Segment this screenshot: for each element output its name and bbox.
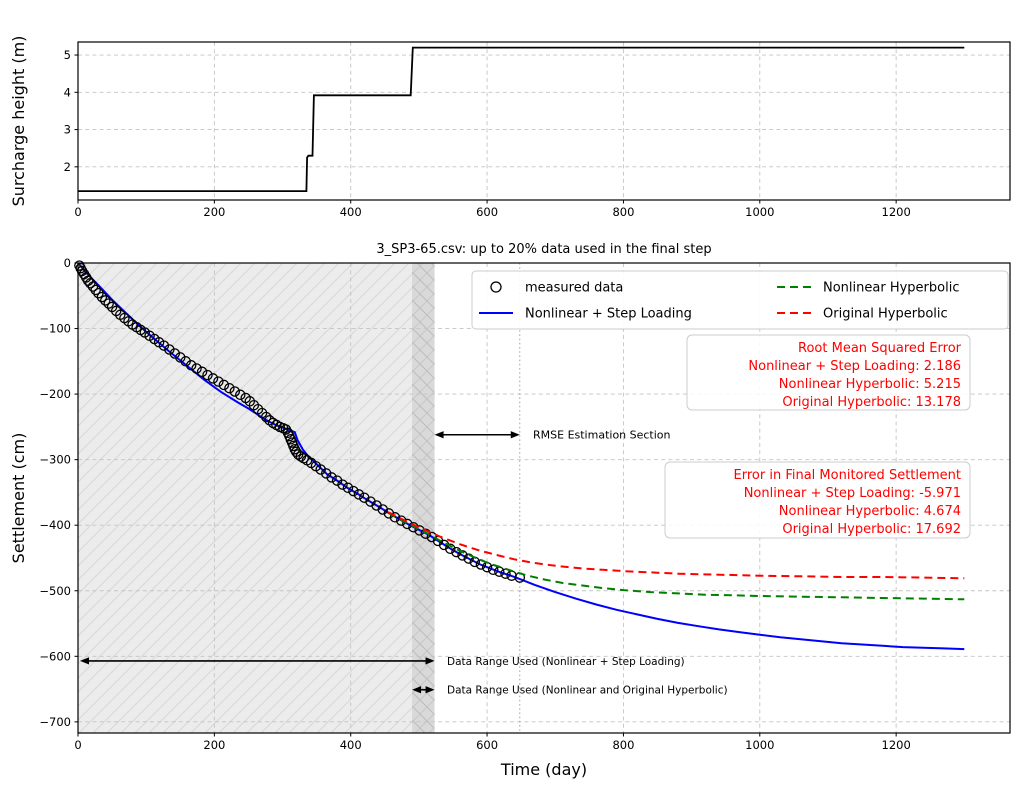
- data-range-step-loading-region: [78, 263, 435, 733]
- x-tick-label: 400: [340, 738, 362, 752]
- x-tick-label: 0: [74, 738, 81, 752]
- legend-label: measured data: [525, 281, 623, 296]
- legend-marker-circle: [490, 281, 502, 293]
- y-tick-label: 0: [64, 256, 71, 270]
- final-error-box: Error in Final Monitored Settlement Nonli…: [664, 461, 971, 539]
- legend-label: Nonlinear + Step Loading: [525, 307, 692, 322]
- chart-title: 3_SP3-65.csv: up to 20% data used in the…: [376, 242, 711, 257]
- final-error-box-line: Error in Final Monitored Settlement: [734, 468, 961, 483]
- final-error-box-line: Original Hyperbolic: 17.692: [782, 522, 961, 537]
- x-tick-label: 200: [203, 205, 225, 219]
- y-axis-label: Surcharge height (m): [9, 36, 28, 207]
- y-tick-label: −100: [39, 322, 71, 336]
- rmse-box: Root Mean Squared Error Nonlinear + Step …: [686, 334, 971, 411]
- annotation-arrow: Data Range Used (Nonlinear and Original …: [412, 685, 728, 697]
- y-tick-label: 4: [64, 85, 71, 99]
- y-tick-label: 2: [64, 160, 71, 174]
- annotation-arrow: RMSE Estimation Section: [434, 429, 671, 442]
- x-tick-label: 200: [203, 738, 225, 752]
- x-tick-label: 1000: [745, 205, 774, 219]
- y-tick-label: 3: [64, 123, 71, 137]
- y-tick-label: −200: [39, 387, 71, 401]
- series-nonlinear-hyperbolic: [387, 511, 965, 601]
- annotation-arrow-label: RMSE Estimation Section: [533, 429, 671, 442]
- legend-label: Nonlinear Hyperbolic: [823, 281, 959, 296]
- arrowhead-left: [80, 657, 90, 665]
- x-tick-label: 400: [340, 205, 362, 219]
- arrowhead-right: [425, 657, 435, 665]
- y-tick-label: 5: [64, 48, 71, 62]
- chart-surcharge: 0 200 400 600 800 1000 1200 2 3 4 5 Surcharge heigh…: [9, 36, 1011, 219]
- rmse-box-line: Nonlinear Hyperbolic: 5.215: [779, 377, 961, 392]
- x-tick-label: 600: [476, 205, 498, 219]
- x-tick-label: 1200: [882, 738, 911, 752]
- data-range-hyperbolic-region: [412, 263, 435, 733]
- arrowhead-right: [425, 686, 435, 694]
- arrowhead-left: [412, 686, 422, 694]
- annotation-arrow: Data Range Used (Nonlinear + Step Loadin…: [80, 656, 685, 668]
- y-tick-label: −500: [39, 584, 71, 598]
- series-original-hyperbolic: [387, 511, 965, 580]
- final-error-box-line: Nonlinear + Step Loading: -5.971: [744, 486, 961, 501]
- legend: measured data Nonlinear + Step Loading Non…: [471, 270, 1009, 330]
- annotation-arrow-label: Data Range Used (Nonlinear + Step Loadin…: [447, 656, 685, 668]
- legend-label: Original Hyperbolic: [823, 307, 948, 322]
- x-tick-label: 800: [612, 205, 634, 219]
- y-tick-label: −600: [39, 649, 71, 663]
- y-tick-label: −700: [39, 715, 71, 729]
- y-tick-label: −300: [39, 453, 71, 467]
- x-tick-label: 1000: [745, 738, 774, 752]
- arrowhead-right: [510, 431, 520, 439]
- x-tick-label: 600: [476, 738, 498, 752]
- x-tick-label: 1200: [882, 205, 911, 219]
- tick-marks: [74, 262, 897, 737]
- axes-frame: [77, 41, 1011, 201]
- rmse-box-line: Nonlinear + Step Loading: 2.186: [748, 359, 961, 374]
- x-tick-label: 800: [612, 738, 634, 752]
- annotation-arrow-label: Data Range Used (Nonlinear and Original …: [447, 685, 728, 697]
- y-axis-label: Settlement (cm): [9, 433, 28, 564]
- chart-settlement: 0 200 400 600 800 1000 1200 0 −100 −200 −300 −400 −5…: [9, 242, 1011, 779]
- final-error-box-line: Nonlinear Hyperbolic: 4.674: [779, 504, 961, 519]
- tick-marks: [74, 54, 897, 204]
- series-surcharge-height: [78, 46, 965, 193]
- x-axis-label: Time (day): [500, 760, 587, 779]
- rmse-box-line: Root Mean Squared Error: [798, 341, 962, 356]
- x-tick-label: 0: [74, 205, 81, 219]
- rmse-box-line: Original Hyperbolic: 13.178: [782, 395, 961, 410]
- arrowhead-left: [434, 431, 444, 439]
- y-tick-label: −400: [39, 518, 71, 532]
- gridlines: [77, 42, 1010, 200]
- axes-frame: [77, 262, 1011, 734]
